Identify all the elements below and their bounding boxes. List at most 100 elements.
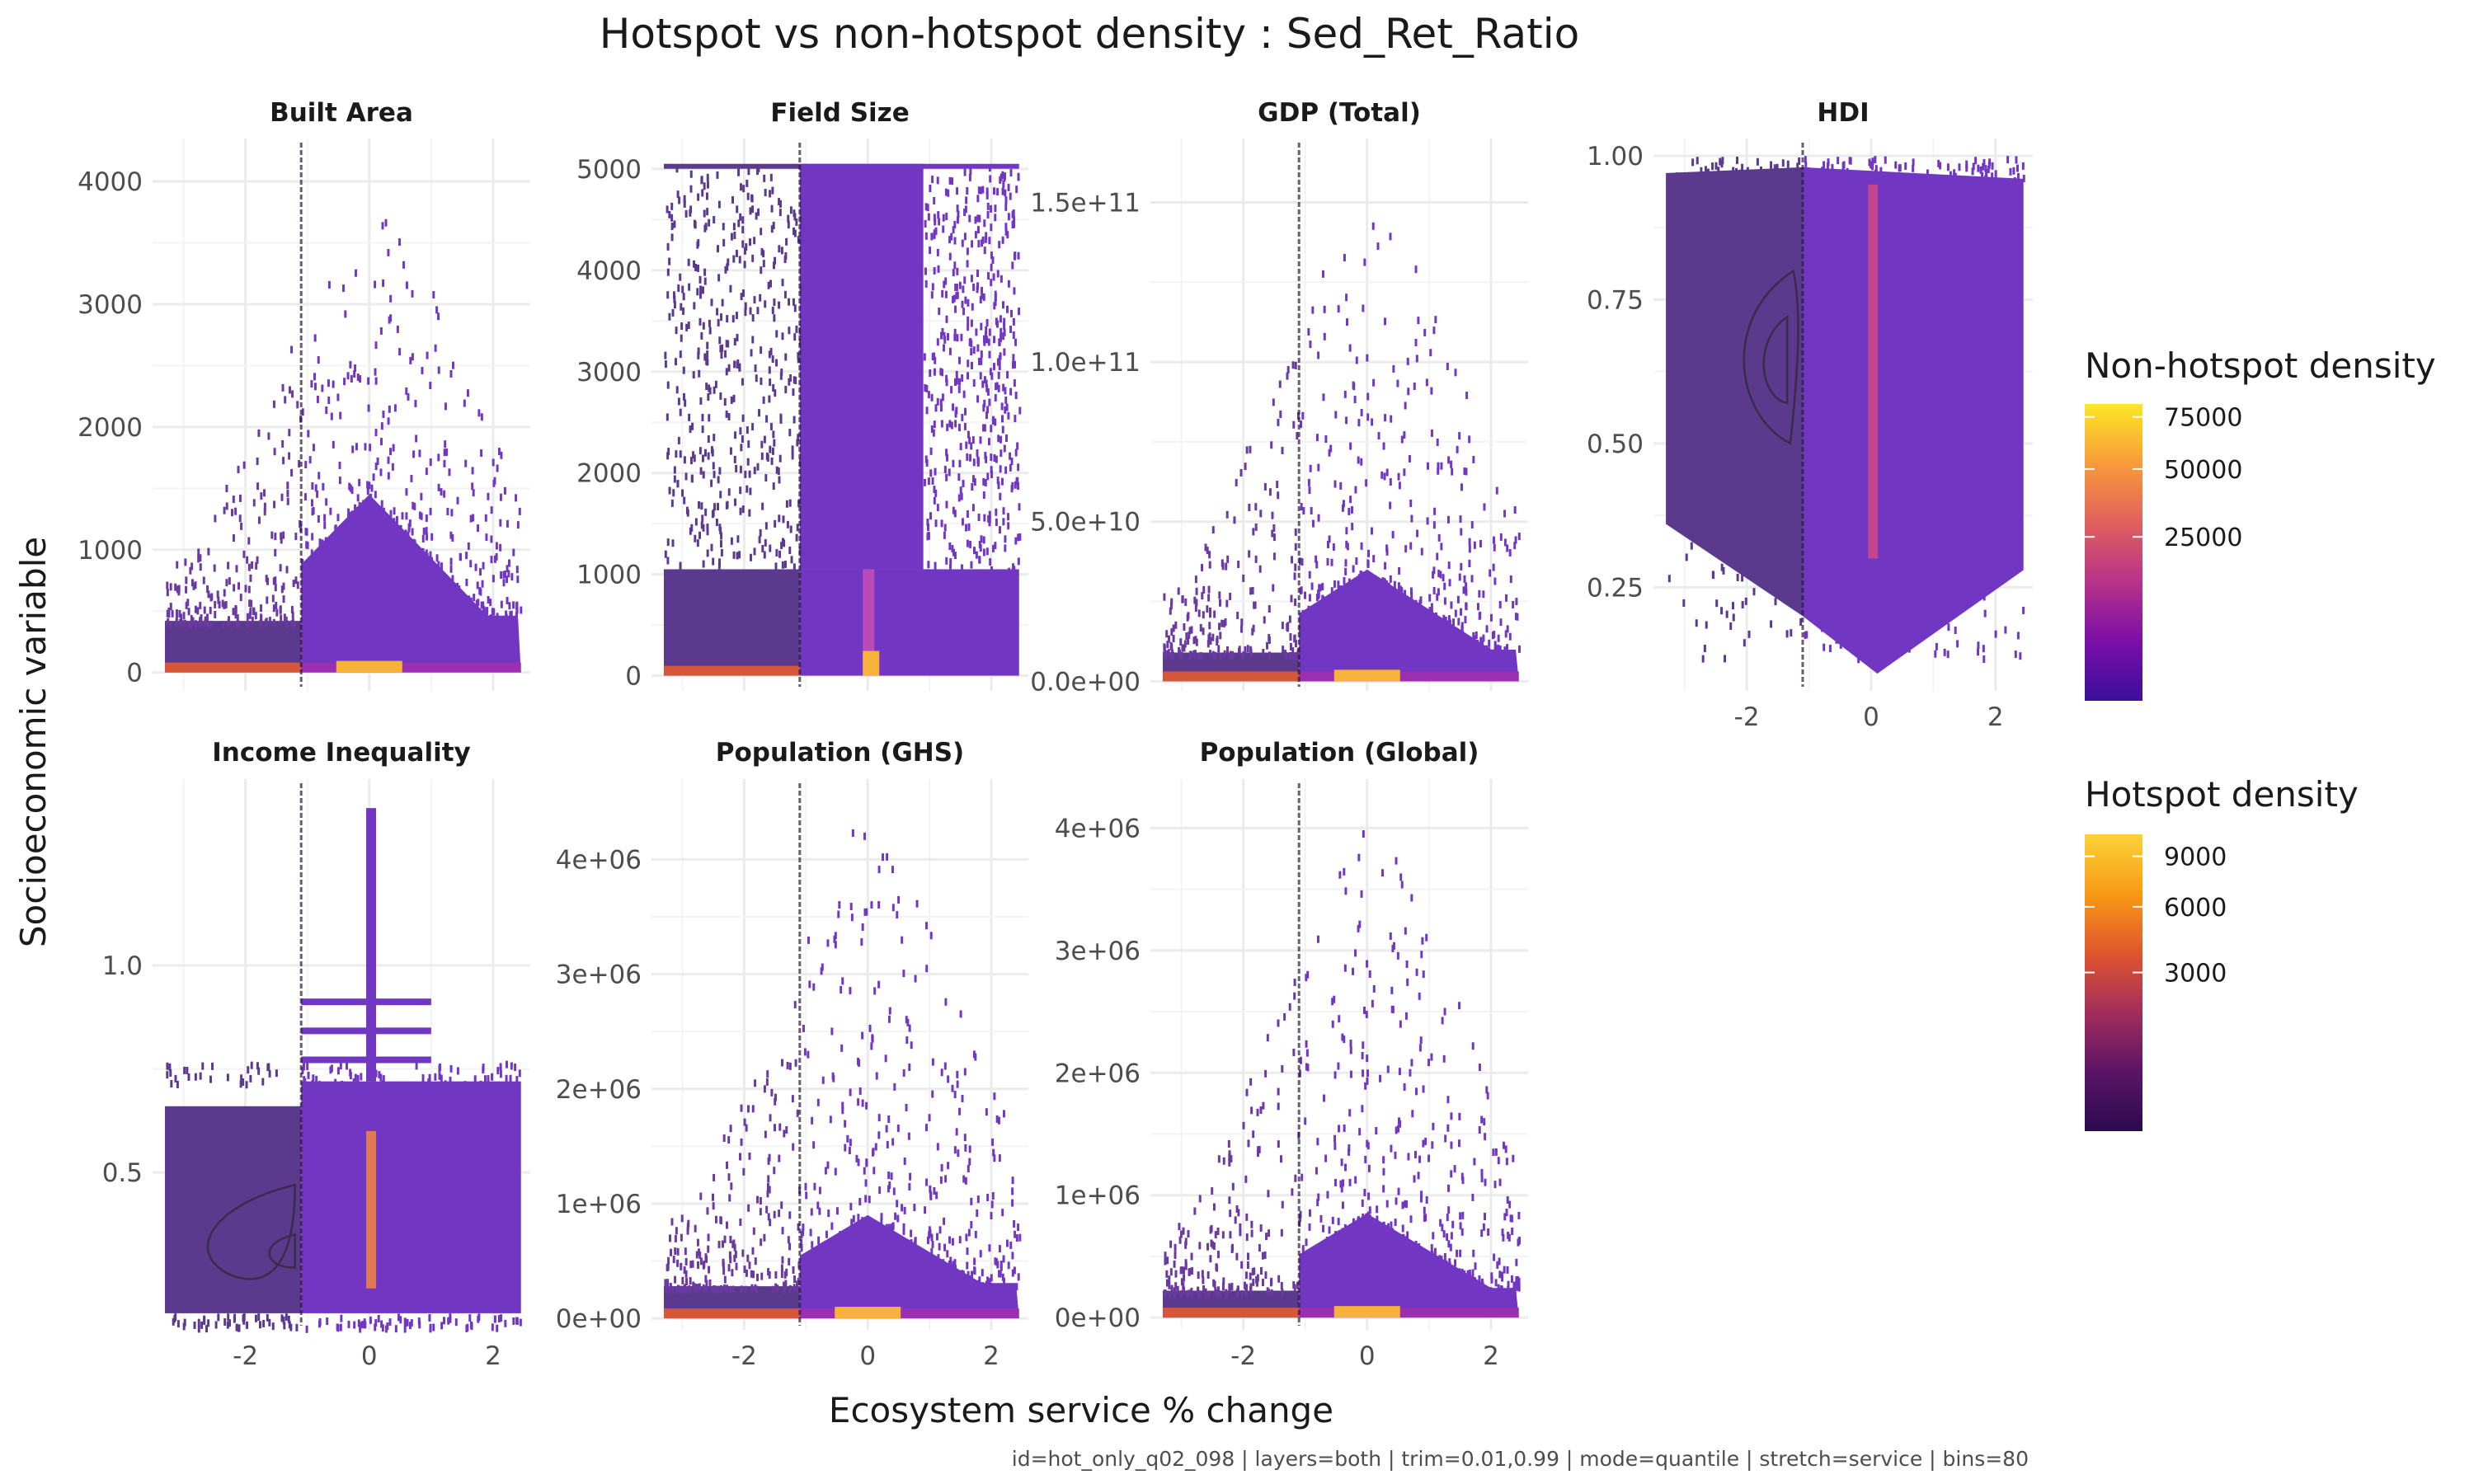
density-cell — [1790, 168, 1793, 176]
density-cell — [432, 1323, 435, 1331]
density-cell — [1471, 1042, 1475, 1050]
density-cell — [1965, 164, 1968, 172]
density-cell — [711, 448, 714, 457]
density-cell — [1324, 435, 1328, 444]
density-cell — [804, 1182, 807, 1190]
density-cell — [690, 524, 694, 532]
density-cell — [666, 205, 669, 214]
density-cell — [698, 275, 702, 284]
density-cell — [924, 384, 927, 392]
density-cell — [173, 1315, 176, 1323]
density-cell — [1224, 618, 1227, 626]
density-cell — [1912, 158, 1915, 167]
density-cell — [166, 581, 169, 589]
density-cell — [1868, 158, 1871, 167]
density-cell — [703, 448, 707, 457]
density-cell — [263, 489, 266, 497]
density-cell — [310, 499, 313, 507]
density-cell — [953, 1259, 957, 1267]
density-cell — [1003, 1277, 1006, 1285]
density-cell — [1211, 1241, 1215, 1249]
density-cell — [1409, 1068, 1412, 1077]
density-cell — [676, 1259, 680, 1267]
density-cell — [396, 325, 399, 333]
density-cell — [781, 538, 784, 546]
density-cell — [1396, 379, 1399, 387]
density-cell — [722, 1134, 726, 1142]
x-tick-label: -2 — [233, 1341, 258, 1371]
density-cell — [1258, 1244, 1261, 1252]
density-cell — [1867, 172, 1870, 181]
density-cell — [750, 569, 754, 577]
density-cell — [1304, 591, 1306, 599]
density-cell — [1935, 642, 1938, 650]
density-cell — [999, 1261, 1003, 1269]
density-cell — [1292, 1281, 1296, 1289]
density-cell — [228, 1319, 231, 1327]
density-cell — [1430, 1244, 1433, 1252]
density-cell — [1004, 466, 1008, 474]
density-cell — [990, 204, 993, 213]
density-cell — [374, 1069, 378, 1078]
density-cell — [953, 220, 957, 228]
density-cell — [405, 281, 408, 289]
density-cell — [738, 363, 741, 371]
density-cell — [803, 1048, 807, 1056]
density-cell — [1432, 326, 1436, 335]
density-cell — [1430, 603, 1433, 611]
density-cell — [1932, 603, 1935, 612]
y-tick-label: 0.75 — [1587, 285, 1644, 315]
density-cell — [789, 525, 793, 533]
density-cell — [1432, 521, 1436, 529]
density-cell — [480, 413, 483, 421]
density-cell — [285, 616, 288, 624]
density-cell — [774, 519, 777, 528]
density-cell — [943, 524, 947, 532]
density-cell — [982, 548, 985, 556]
density-cell — [901, 1204, 904, 1212]
density-cell — [998, 362, 1001, 370]
density-cell — [722, 1258, 725, 1266]
density-cell — [1002, 301, 1004, 309]
y-tick-label: 4000 — [78, 167, 143, 197]
density-cell — [783, 1270, 787, 1279]
density-cell — [1194, 604, 1197, 613]
density-cell — [1178, 1223, 1181, 1231]
density-cell — [1344, 887, 1348, 895]
density-cell — [1513, 542, 1517, 550]
density-cell — [933, 352, 935, 360]
density-cell — [707, 452, 710, 460]
density-cell — [1252, 1278, 1255, 1286]
density-cell — [978, 556, 981, 564]
density-cell — [694, 221, 697, 229]
density-cell — [985, 326, 988, 334]
density-cell — [504, 1319, 507, 1327]
density-cell — [664, 360, 667, 369]
density-cell — [705, 192, 708, 200]
density-cell — [449, 369, 453, 378]
density-cell — [346, 372, 350, 380]
density-cell — [706, 549, 709, 557]
density-cell — [1491, 632, 1494, 640]
x-tick-label: 2 — [485, 1341, 501, 1371]
density-cell — [388, 1318, 392, 1327]
density-cell — [1366, 413, 1370, 421]
density-cell — [722, 223, 725, 231]
density-cell — [764, 522, 768, 530]
density-cell — [672, 1256, 675, 1264]
density-cell — [1480, 1115, 1484, 1124]
density-cell — [776, 1284, 779, 1293]
density-cell — [1013, 566, 1016, 574]
density-cell — [988, 1244, 991, 1252]
density-cell — [443, 490, 446, 498]
density-cell — [353, 370, 356, 378]
density-cell — [1341, 1228, 1344, 1236]
density-cell — [1357, 456, 1360, 464]
density-cell — [1239, 468, 1243, 477]
density-cell — [971, 1270, 974, 1279]
density-cell — [1333, 480, 1337, 488]
density-cell — [413, 502, 416, 510]
density-cell — [1204, 1290, 1207, 1298]
density-cell — [1389, 932, 1392, 940]
density-cell — [793, 304, 797, 312]
